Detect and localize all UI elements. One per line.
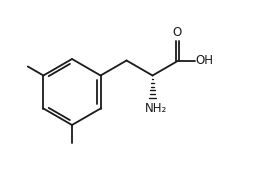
Text: O: O	[172, 25, 182, 39]
Text: OH: OH	[196, 54, 214, 67]
Text: NH₂: NH₂	[144, 103, 167, 116]
